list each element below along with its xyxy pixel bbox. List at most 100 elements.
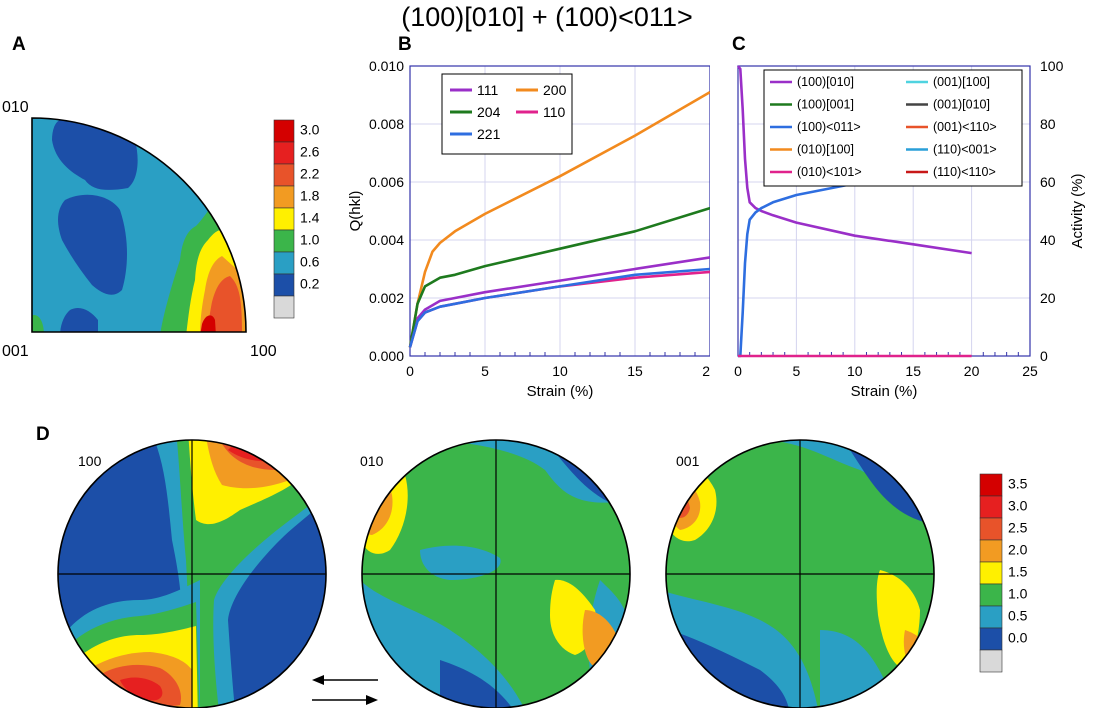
- chart-b-legend-label-4: 221: [477, 126, 501, 142]
- chart-b-ytick-label: 0.004: [369, 232, 404, 248]
- chart-c-legend-label-3: (001)[010]: [933, 98, 990, 112]
- colorbar-a-swatch-0: [273, 119, 295, 143]
- colorbar-d-swatch-1: [979, 495, 1003, 519]
- colorbar-a-swatch-6: [273, 251, 295, 275]
- chart-c-legend-label-5: (001)<110>: [933, 120, 997, 134]
- chart-c-legend: [763, 69, 1023, 187]
- shear-arrows: [312, 675, 378, 705]
- colorbar-d: 3.5 3.0 2.5 2.0 1.5 1.0 0.5 0.0: [979, 473, 1028, 673]
- chart-c-ytick-label: 0: [1040, 348, 1048, 364]
- chart-c-legend-label-0: (100)[010]: [797, 75, 854, 89]
- chart-c-xtick-label: 20: [964, 363, 980, 379]
- colorbar-d-label-4: 1.5: [1008, 563, 1028, 579]
- chart-b-xlabel: Strain (%): [527, 383, 594, 400]
- colorbar-d-swatch-7: [979, 627, 1003, 651]
- colorbar-a: 3.0 2.6 2.2 1.8 1.4 1.0 0.6 0.2: [273, 119, 320, 319]
- ipf-label-100: 100: [250, 343, 277, 360]
- chart-c-xtick-label: 15: [905, 363, 921, 379]
- chart-c-ytick-label: 100: [1040, 58, 1064, 74]
- ipf-label-010: 010: [2, 99, 29, 116]
- chart-b: 0 5 10 15 20 0.000 0.002 0.004 0.006 0.008 0.010 St…: [347, 58, 710, 400]
- pole-label-010: 010: [360, 453, 384, 469]
- colorbar-d-swatch-2: [979, 517, 1003, 541]
- colorbar-a-swatch-3: [273, 185, 295, 209]
- chart-b-series-4: [408, 267, 710, 348]
- chart-c-ytick-label: 60: [1040, 174, 1056, 190]
- colorbar-a-swatch-4: [273, 207, 295, 231]
- chart-c-xtick-label: 10: [847, 363, 863, 379]
- colorbar-a-label-2: 2.2: [300, 165, 320, 181]
- colorbar-a-label-5: 1.0: [300, 231, 320, 247]
- panel-a-label: A: [12, 34, 26, 55]
- chart-c-ylabel: Activity (%): [1069, 173, 1086, 248]
- chart-c-legend-label-7: (110)<001>: [933, 143, 997, 157]
- figure-title: (100)[010] + (100)<011>: [401, 2, 693, 32]
- chart-b-xtick-label: 15: [627, 363, 643, 379]
- chart-c-xtick-label: 5: [793, 363, 801, 379]
- chart-b-ytick-label: 0.006: [369, 174, 404, 190]
- chart-b-xtick-label: 10: [552, 363, 568, 379]
- colorbar-d-label-3: 2.0: [1008, 541, 1028, 557]
- chart-c-ytick-label: 80: [1040, 116, 1056, 132]
- colorbar-a-label-0: 3.0: [300, 121, 320, 137]
- chart-c-legend-label-6: (010)[100]: [797, 143, 854, 157]
- panel-c-label: C: [732, 34, 746, 55]
- chart-c-ytick-label: 40: [1040, 232, 1056, 248]
- chart-b-series-1: [408, 90, 710, 348]
- colorbar-d-label-0: 3.5: [1008, 475, 1028, 491]
- colorbar-a-label-1: 2.6: [300, 143, 320, 159]
- chart-c-xtick-label: 0: [734, 363, 742, 379]
- colorbar-d-swatch-5: [979, 583, 1003, 607]
- colorbar-d-label-7: 0.0: [1008, 629, 1028, 645]
- chart-c-xtick-label: 25: [1022, 363, 1038, 379]
- colorbar-a-label-7: 0.2: [300, 275, 320, 291]
- colorbar-a-label-4: 1.4: [300, 209, 320, 225]
- chart-b-legend-label-2: 204: [477, 104, 501, 120]
- chart-b-xtick-label: 5: [481, 363, 489, 379]
- chart-c-legend-label-9: (110)<110>: [933, 165, 996, 179]
- chart-c-legend-label-8: (010)<101>: [797, 165, 862, 179]
- chart-b-ytick-label: 0.002: [369, 290, 404, 306]
- chart-c-series-0: [736, 65, 972, 255]
- chart-b-xtick-label: 0: [406, 363, 414, 379]
- colorbar-a-swatch-5: [273, 229, 295, 253]
- chart-b-ytick-label: 0.008: [369, 116, 404, 132]
- colorbar-d-swatch-8: [979, 649, 1003, 673]
- pole-figure-100: [58, 440, 326, 708]
- pole-label-100: 100: [78, 453, 102, 469]
- colorbar-d-swatch-3: [979, 539, 1003, 563]
- chart-b-ytick-label: 0.010: [369, 58, 404, 74]
- pole-label-001: 001: [676, 453, 700, 469]
- colorbar-a-label-6: 0.6: [300, 253, 320, 269]
- chart-b-legend-label-0: 111: [477, 82, 498, 98]
- colorbar-d-label-1: 3.0: [1008, 497, 1028, 513]
- colorbar-a-label-3: 1.8: [300, 187, 320, 203]
- chart-b-series-2: [408, 206, 710, 348]
- panel-b-label: B: [398, 34, 412, 55]
- chart-b-legend-label-1: 200: [543, 82, 567, 98]
- colorbar-d-swatch-0: [979, 473, 1003, 497]
- chart-b-xtick-label: 20: [702, 363, 710, 379]
- panel-d-label: D: [36, 424, 50, 445]
- chart-c-xlabel: Strain (%): [851, 383, 918, 400]
- chart-b-ylabel: Q(hkl): [347, 191, 364, 232]
- chart-c-legend-label-1: (001)[100]: [933, 75, 990, 89]
- chart-c-legend-label-2: (100)[001]: [797, 98, 854, 112]
- chart-b-series-0: [408, 256, 710, 348]
- colorbar-a-swatch-8: [273, 295, 295, 319]
- colorbar-a-swatch-2: [273, 163, 295, 187]
- colorbar-d-swatch-6: [979, 605, 1003, 629]
- colorbar-a-swatch-1: [273, 141, 295, 165]
- chart-c-legend-label-4: (100)<011>: [797, 120, 861, 134]
- colorbar-d-swatch-4: [979, 561, 1003, 585]
- ipf-figure: 010 001 100: [2, 99, 277, 360]
- chart-c-ytick-label: 20: [1040, 290, 1056, 306]
- chart-b-legend-label-3: 110: [543, 104, 566, 120]
- pole-figures: 100 010 001: [57, 439, 935, 708]
- colorbar-a-swatch-7: [273, 273, 295, 297]
- ipf-label-001: 001: [2, 343, 29, 360]
- colorbar-d-label-2: 2.5: [1008, 519, 1028, 535]
- chart-b-plot-frame: [409, 65, 710, 357]
- chart-b-legend: [441, 73, 573, 155]
